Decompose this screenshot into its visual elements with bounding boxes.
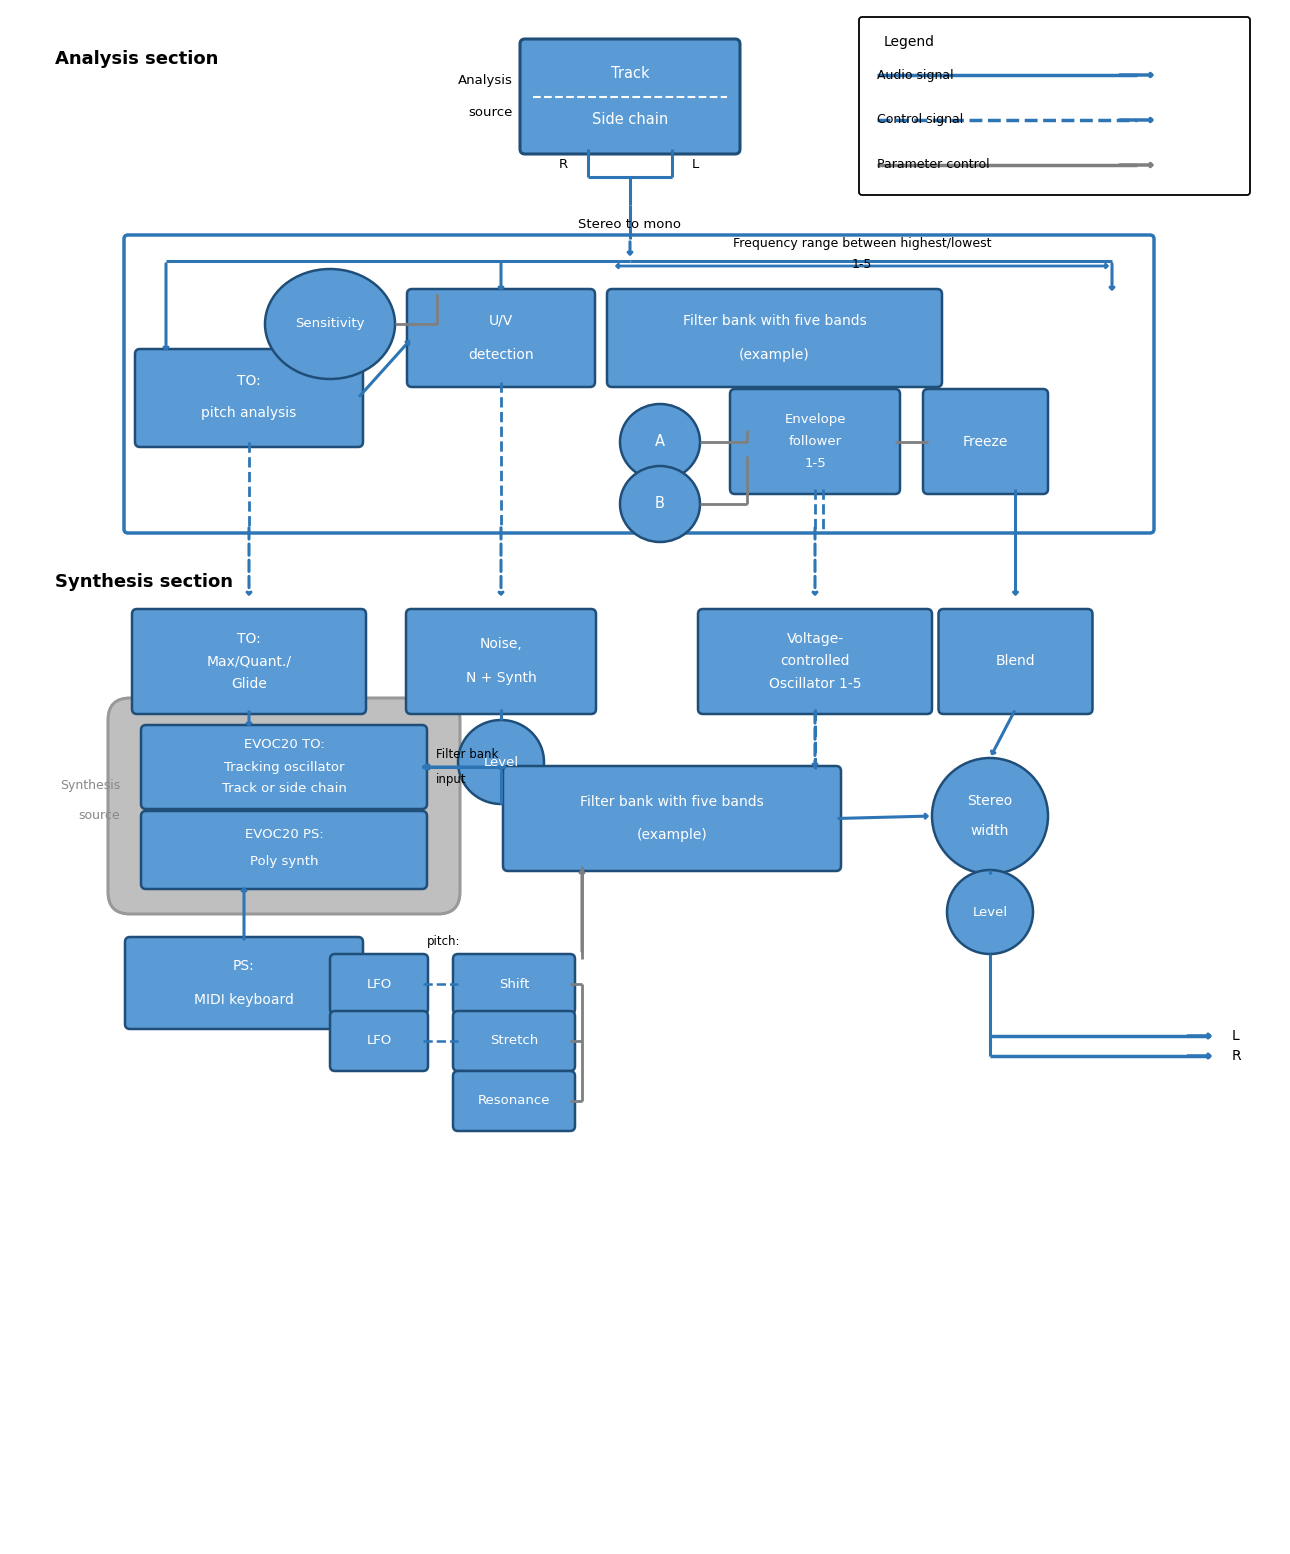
Text: Sensitivity: Sensitivity (295, 317, 365, 331)
Text: Voltage-: Voltage- (787, 632, 844, 646)
Text: follower: follower (788, 435, 841, 448)
Ellipse shape (947, 870, 1033, 954)
Text: Max/Quant./: Max/Quant./ (206, 654, 292, 668)
Text: R: R (559, 159, 568, 171)
Text: Frequency range between highest/lowest: Frequency range between highest/lowest (733, 238, 991, 250)
FancyBboxPatch shape (132, 609, 366, 713)
FancyBboxPatch shape (453, 1012, 575, 1071)
Text: (example): (example) (637, 828, 707, 842)
Text: Level: Level (484, 755, 519, 769)
Ellipse shape (931, 758, 1047, 873)
Ellipse shape (458, 720, 544, 803)
Text: Synthesis section: Synthesis section (55, 573, 233, 591)
Text: input: input (436, 772, 467, 785)
Text: L: L (691, 159, 699, 171)
Text: N + Synth: N + Synth (466, 671, 537, 685)
Text: L: L (1232, 1029, 1240, 1043)
FancyBboxPatch shape (924, 388, 1047, 494)
FancyBboxPatch shape (453, 1071, 575, 1131)
FancyBboxPatch shape (859, 17, 1250, 194)
Text: pitch analysis: pitch analysis (201, 406, 297, 420)
Text: Poly synth: Poly synth (250, 856, 319, 869)
Text: Freeze: Freeze (962, 435, 1009, 449)
Text: Glide: Glide (231, 676, 267, 690)
Text: EVOC20 PS:: EVOC20 PS: (245, 827, 324, 841)
Text: U/V: U/V (489, 314, 513, 328)
Text: Envelope: Envelope (784, 413, 846, 426)
FancyBboxPatch shape (108, 698, 461, 914)
Text: B: B (655, 496, 664, 511)
FancyBboxPatch shape (608, 289, 942, 387)
Text: Stereo to mono: Stereo to mono (578, 219, 681, 232)
Text: Stereo: Stereo (968, 794, 1013, 808)
Text: detection: detection (468, 348, 534, 362)
Text: Side chain: Side chain (592, 112, 668, 127)
Text: Filter bank with five bands: Filter bank with five bands (682, 314, 867, 328)
Text: Track: Track (610, 65, 649, 81)
Text: EVOC20 TO:: EVOC20 TO: (244, 738, 324, 752)
Text: Control signal: Control signal (877, 113, 964, 126)
FancyBboxPatch shape (330, 1012, 428, 1071)
Text: Tracking oscillator: Tracking oscillator (223, 760, 344, 774)
Text: Oscillator 1-5: Oscillator 1-5 (769, 676, 862, 690)
FancyBboxPatch shape (125, 937, 362, 1029)
Text: TO:: TO: (237, 375, 261, 388)
Text: controlled: controlled (780, 654, 850, 668)
Text: Resonance: Resonance (477, 1094, 551, 1108)
FancyBboxPatch shape (939, 609, 1093, 713)
Text: Analysis section: Analysis section (55, 50, 218, 68)
Ellipse shape (620, 404, 700, 480)
Text: Synthesis: Synthesis (59, 780, 120, 793)
Text: LFO: LFO (366, 977, 392, 990)
FancyBboxPatch shape (453, 954, 575, 1015)
Text: source: source (79, 810, 120, 822)
Text: LFO: LFO (366, 1035, 392, 1047)
FancyBboxPatch shape (730, 388, 900, 494)
FancyBboxPatch shape (520, 39, 740, 154)
Ellipse shape (620, 466, 700, 542)
FancyBboxPatch shape (698, 609, 931, 713)
Text: TO:: TO: (237, 632, 261, 646)
Text: 1-5: 1-5 (804, 457, 826, 469)
Text: Audio signal: Audio signal (877, 68, 953, 81)
Text: Shift: Shift (499, 977, 529, 990)
Text: (example): (example) (739, 348, 810, 362)
FancyBboxPatch shape (124, 235, 1155, 533)
Text: PS:: PS: (233, 959, 255, 973)
FancyBboxPatch shape (406, 609, 596, 713)
FancyBboxPatch shape (503, 766, 841, 870)
Text: source: source (468, 106, 513, 120)
Text: Noise,: Noise, (480, 637, 522, 651)
Ellipse shape (264, 269, 395, 379)
Text: Blend: Blend (996, 654, 1036, 668)
FancyBboxPatch shape (408, 289, 595, 387)
Text: Filter bank with five bands: Filter bank with five bands (580, 794, 764, 808)
Text: Track or side chain: Track or side chain (222, 783, 347, 796)
FancyBboxPatch shape (135, 350, 362, 448)
Text: 1-5: 1-5 (851, 258, 872, 270)
Text: Parameter control: Parameter control (877, 159, 989, 171)
Text: Level: Level (973, 906, 1007, 918)
Text: pitch:: pitch: (427, 934, 461, 948)
Text: R: R (1232, 1049, 1241, 1063)
Text: Legend: Legend (884, 36, 935, 50)
FancyBboxPatch shape (141, 726, 427, 810)
FancyBboxPatch shape (330, 954, 428, 1015)
Text: Filter bank: Filter bank (436, 749, 498, 761)
Text: Analysis: Analysis (458, 75, 513, 87)
Text: A: A (655, 435, 666, 449)
Text: width: width (971, 824, 1009, 838)
Text: Stretch: Stretch (490, 1035, 538, 1047)
Text: MIDI keyboard: MIDI keyboard (194, 993, 294, 1007)
FancyBboxPatch shape (141, 811, 427, 889)
